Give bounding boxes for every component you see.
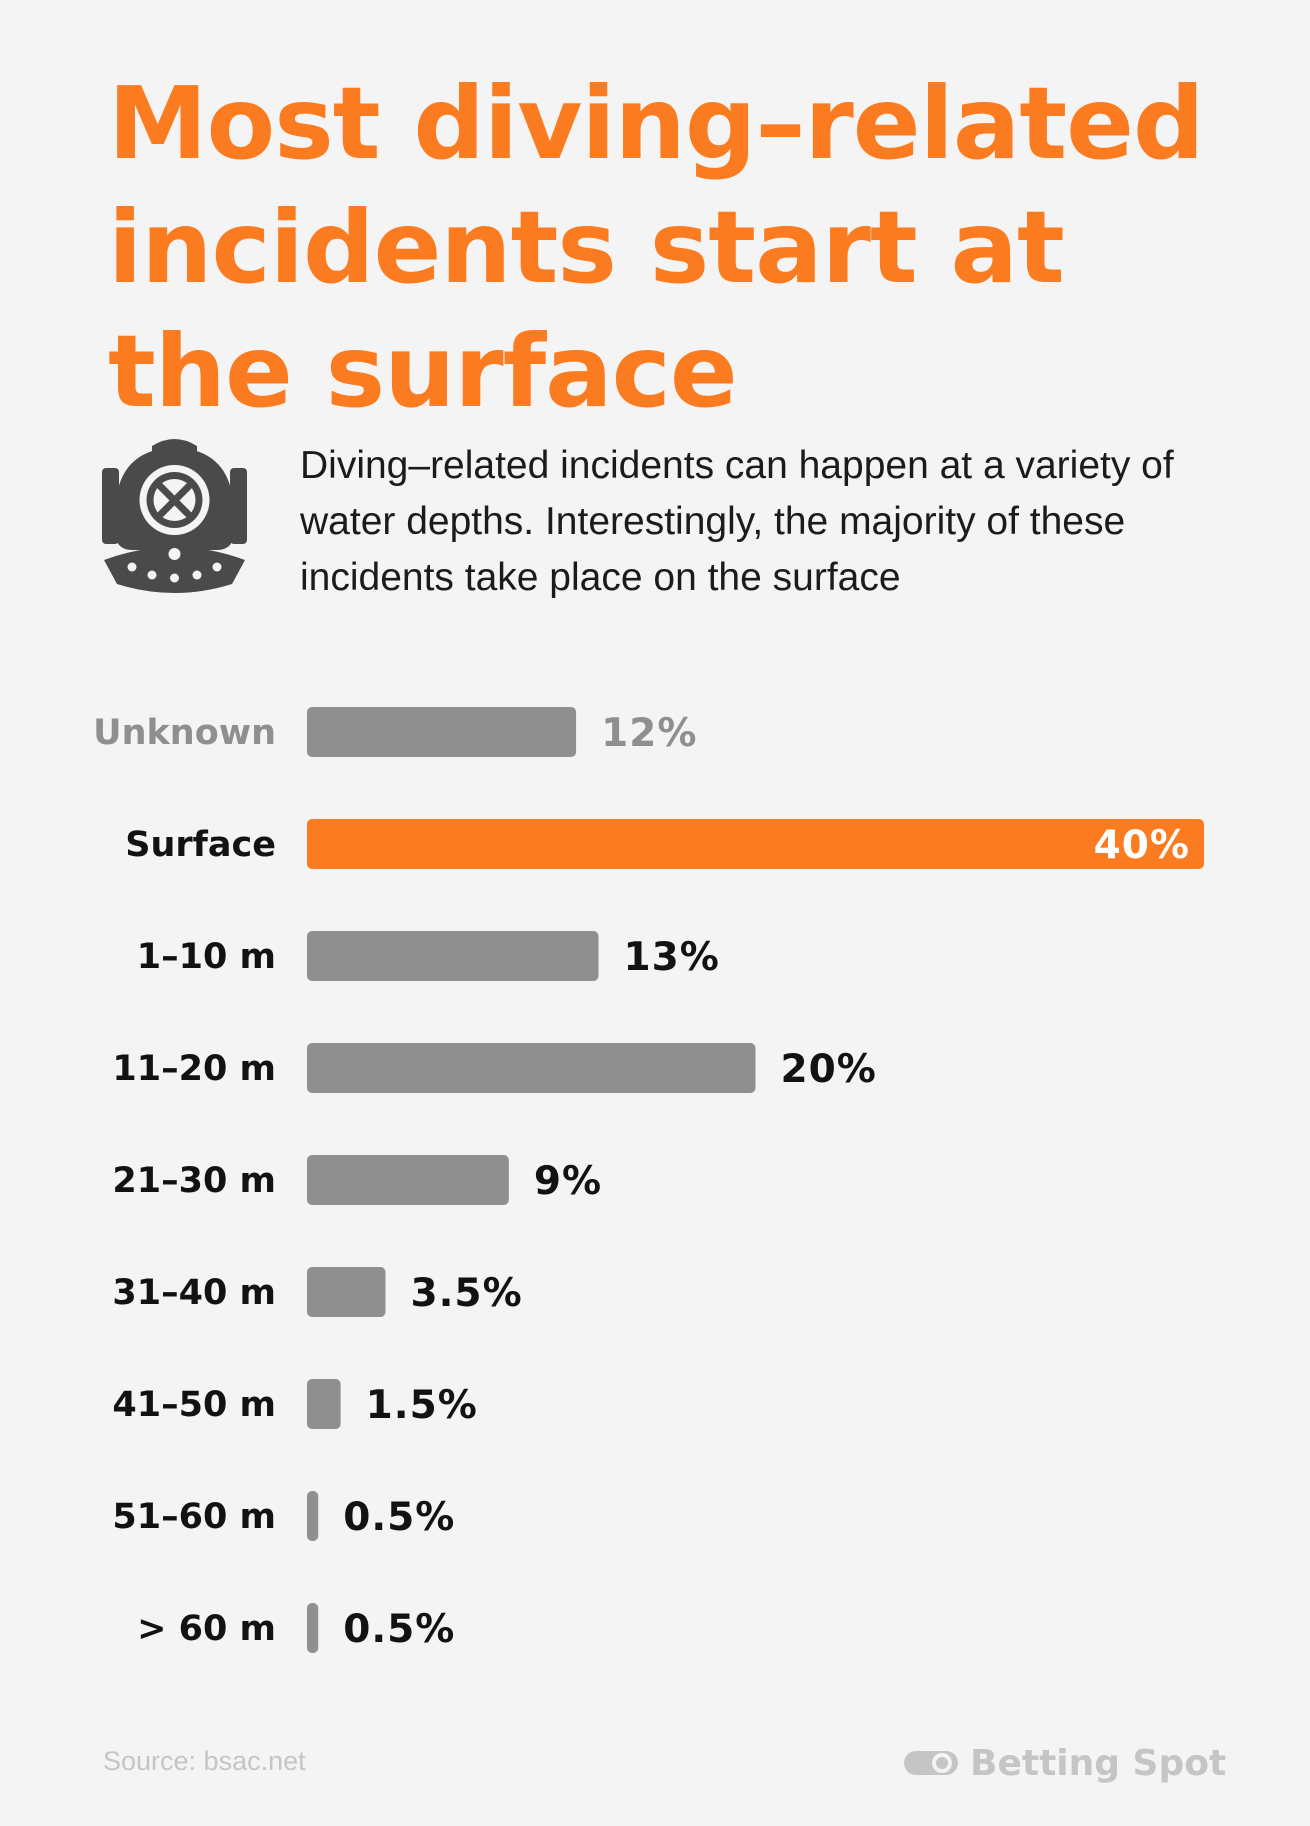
diving-helmet-icon	[102, 439, 247, 593]
bar	[307, 1043, 756, 1093]
brand-name: Betting Spot	[970, 1742, 1227, 1784]
betting-spot-logo	[904, 1751, 958, 1775]
value-label: 12%	[601, 711, 697, 756]
value-label: 3.5%	[410, 1271, 522, 1316]
bar	[307, 707, 577, 757]
bar	[307, 1155, 509, 1205]
value-label: 20%	[781, 1047, 877, 1092]
bar	[307, 1379, 341, 1429]
category-label: 21–30 m	[112, 1161, 276, 1201]
bar	[307, 819, 1204, 869]
value-label: 13%	[624, 935, 720, 980]
intro-text: Diving–related incidents can happen at a…	[300, 444, 1174, 599]
category-label: 51–60 m	[112, 1497, 276, 1537]
category-label: 1–10 m	[137, 937, 276, 977]
category-label: Unknown	[93, 713, 276, 753]
value-label: 0.5%	[343, 1495, 455, 1540]
value-label: 0.5%	[343, 1607, 455, 1652]
bar	[307, 1267, 386, 1317]
category-label: 41–50 m	[112, 1385, 276, 1425]
brand: Betting Spot	[904, 1738, 1226, 1788]
category-label: > 60 m	[137, 1609, 276, 1649]
value-label: 40%	[1094, 823, 1190, 868]
value-label: 9%	[534, 1159, 602, 1204]
value-label: 1.5%	[366, 1383, 478, 1428]
category-label: 11–20 m	[112, 1049, 276, 1089]
bar	[307, 931, 599, 981]
bar	[307, 1491, 319, 1541]
category-label: Surface	[125, 825, 276, 865]
page-title: Most diving–related incidents start at t…	[108, 65, 1205, 430]
bar	[307, 1603, 319, 1653]
source-note: Source: bsac.net	[103, 1746, 306, 1776]
category-label: 31–40 m	[112, 1273, 276, 1313]
